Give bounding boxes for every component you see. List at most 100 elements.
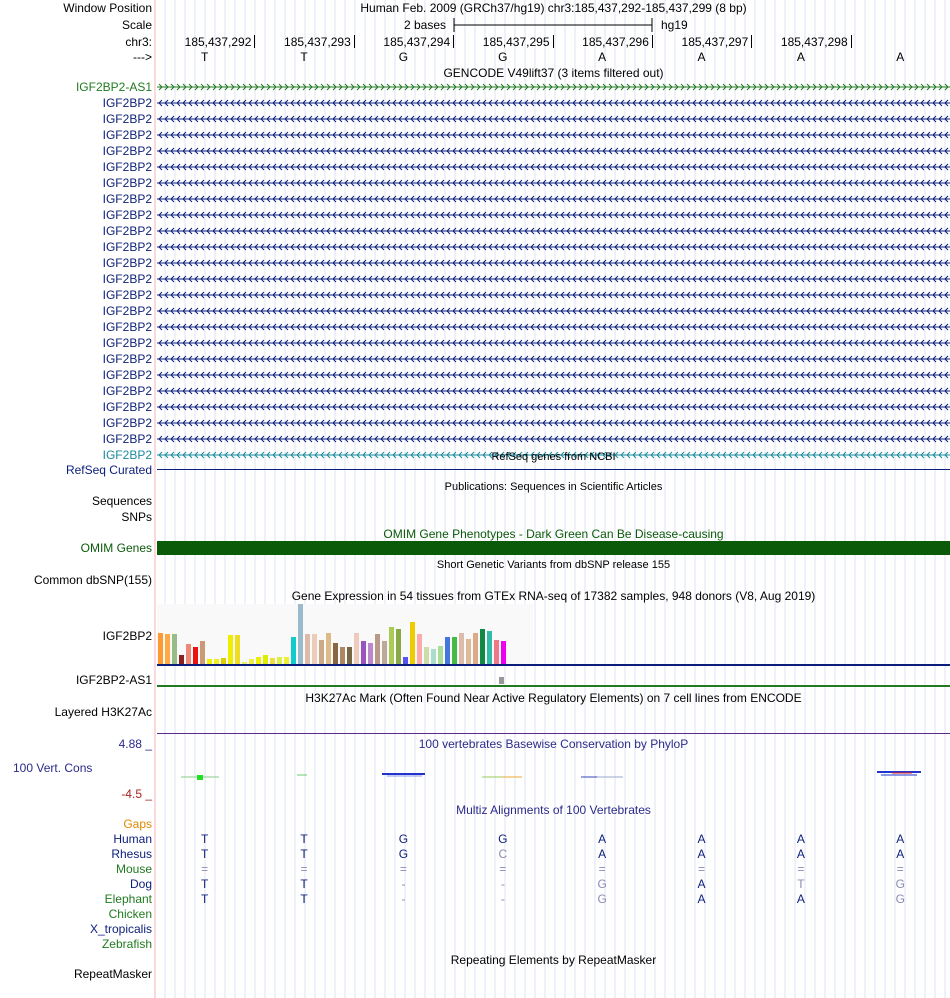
gtex-gene2-line[interactable] [157, 685, 950, 687]
gtex-tissue-bar[interactable] [228, 635, 233, 664]
gencode-transcript-line[interactable] [157, 354, 950, 364]
gencode-gene-label[interactable]: IGF2BP2 [102, 208, 152, 222]
gtex-tissue-bar[interactable] [158, 633, 163, 664]
gencode-gene-label[interactable]: IGF2BP2 [102, 176, 152, 190]
gencode-transcript-line[interactable] [157, 130, 950, 140]
gencode-gene-label[interactable]: IGF2BP2 [102, 224, 152, 238]
publications-label-line2[interactable]: SNPs [121, 510, 152, 524]
omim-label[interactable]: OMIM Genes [80, 541, 152, 555]
gencode-gene-label[interactable]: IGF2BP2 [102, 432, 152, 446]
gencode-gene-label[interactable]: IGF2BP2 [102, 112, 152, 126]
gencode-gene-label[interactable]: IGF2BP2-AS1 [75, 80, 152, 94]
multiz-species-label[interactable]: Chicken [108, 907, 152, 921]
gtex-tissue-bar[interactable] [501, 641, 506, 664]
gtex-tissue-bar[interactable] [270, 658, 275, 664]
gencode-transcript-line[interactable] [157, 274, 950, 284]
gtex-tissue-bar[interactable] [214, 659, 219, 664]
h3k27ac-label[interactable]: Layered H3K27Ac [54, 705, 152, 719]
gtex-tissue-bar[interactable] [403, 657, 408, 664]
gencode-transcript-line[interactable] [157, 322, 950, 332]
gtex-tissue-bar[interactable] [242, 662, 247, 664]
gencode-gene-label[interactable]: IGF2BP2 [102, 192, 152, 206]
gtex-tissue-bar[interactable] [207, 659, 212, 664]
gtex-tissue-bar[interactable] [305, 634, 310, 664]
gencode-gene-label[interactable]: IGF2BP2 [102, 144, 152, 158]
gencode-transcript-line[interactable] [157, 386, 950, 396]
gencode-transcript-line[interactable] [157, 82, 950, 92]
gtex-tissue-bar[interactable] [382, 641, 387, 664]
gencode-transcript-line[interactable] [157, 178, 950, 188]
gencode-gene-label[interactable]: IGF2BP2 [102, 128, 152, 142]
multiz-species-label[interactable]: X_tropicalis [89, 922, 152, 936]
gencode-gene-label[interactable]: IGF2BP2 [102, 240, 152, 254]
gtex-tissue-bar[interactable] [235, 635, 240, 664]
gencode-gene-label[interactable]: IGF2BP2 [102, 400, 152, 414]
gencode-gene-label[interactable]: IGF2BP2 [102, 352, 152, 366]
gencode-transcript-line[interactable] [157, 210, 950, 220]
gtex-tissue-bar[interactable] [277, 657, 282, 664]
dbsnp-label[interactable]: Common dbSNP(155) [33, 573, 152, 587]
refseq-label[interactable]: RefSeq Curated [65, 463, 152, 477]
gtex-tissue-bar[interactable] [179, 655, 184, 664]
gtex-tissue-bar[interactable] [291, 637, 296, 664]
conservation-label[interactable]: 100 Vert. Cons [13, 761, 93, 775]
repeatmasker-label[interactable]: RepeatMasker [73, 967, 152, 981]
multiz-species-label[interactable]: Mouse [115, 862, 152, 876]
gencode-transcript-line[interactable] [157, 162, 950, 172]
gencode-transcript-line[interactable] [157, 306, 950, 316]
gencode-transcript-line[interactable] [157, 402, 950, 412]
gencode-gene-label[interactable]: IGF2BP2 [102, 336, 152, 350]
gtex-tissue-bar[interactable] [424, 647, 429, 664]
gtex-gene2-label[interactable]: IGF2BP2-AS1 [75, 673, 152, 687]
gtex-bar-chart[interactable] [157, 604, 533, 665]
gtex-tissue-bar[interactable] [256, 657, 261, 664]
gencode-transcript-line[interactable] [157, 258, 950, 268]
gtex-tissue-bar[interactable] [172, 634, 177, 664]
gencode-gene-label[interactable]: IGF2BP2 [102, 96, 152, 110]
gencode-transcript-line[interactable] [157, 290, 950, 300]
gtex-tissue-bar[interactable] [396, 629, 401, 664]
multiz-species-label[interactable]: Dog [129, 877, 152, 891]
gtex-tissue-bar[interactable] [466, 639, 471, 664]
gtex-gene1-label[interactable]: IGF2BP2 [102, 629, 152, 643]
gtex-tissue-bar[interactable] [438, 646, 443, 664]
gtex-tissue-bar[interactable] [347, 647, 352, 664]
gencode-gene-label[interactable]: IGF2BP2 [102, 288, 152, 302]
gencode-gene-label[interactable]: IGF2BP2 [102, 272, 152, 286]
gtex-tissue-bar[interactable] [186, 644, 191, 664]
gencode-transcript-line[interactable] [157, 194, 950, 204]
gtex-tissue-bar[interactable] [431, 649, 436, 664]
gencode-transcript-line[interactable] [157, 450, 950, 460]
gencode-gene-label[interactable]: IGF2BP2 [102, 416, 152, 430]
gtex-tissue-bar[interactable] [459, 633, 464, 664]
omim-feature-bar[interactable] [157, 541, 950, 555]
gencode-transcript-line[interactable] [157, 242, 950, 252]
multiz-species-label[interactable]: Zebrafish [101, 937, 152, 951]
gtex-tissue-bar[interactable] [361, 641, 366, 664]
gencode-gene-label[interactable]: IGF2BP2 [102, 448, 152, 462]
gencode-transcript-line[interactable] [157, 370, 950, 380]
gtex-tissue-bar[interactable] [473, 633, 478, 664]
gencode-gene-label[interactable]: IGF2BP2 [102, 256, 152, 270]
gtex-tissue-bar[interactable] [340, 647, 345, 664]
multiz-species-label[interactable]: Rhesus [111, 847, 152, 861]
conservation-peak[interactable] [197, 775, 203, 780]
gencode-gene-label[interactable]: IGF2BP2 [102, 320, 152, 334]
gtex-tissue-bar[interactable] [452, 637, 457, 664]
gtex-tissue-bar[interactable] [249, 659, 254, 664]
gtex-tissue-bar[interactable] [165, 634, 170, 664]
gencode-gene-label[interactable]: IGF2BP2 [102, 160, 152, 174]
multiz-gaps-label[interactable]: Gaps [123, 817, 152, 831]
gtex-tissue-bar[interactable] [368, 643, 373, 664]
h3k27ac-line[interactable] [157, 733, 950, 734]
gencode-transcript-line[interactable] [157, 114, 950, 124]
gtex-gene2-bar[interactable] [499, 677, 504, 684]
gtex-tissue-bar[interactable] [284, 657, 289, 664]
publications-label-line1[interactable]: Sequences [91, 494, 152, 508]
gencode-gene-label[interactable]: IGF2BP2 [102, 304, 152, 318]
gencode-transcript-line[interactable] [157, 434, 950, 444]
gtex-tissue-bar[interactable] [193, 647, 198, 664]
gencode-transcript-line[interactable] [157, 98, 950, 108]
gtex-tissue-bar[interactable] [494, 640, 499, 664]
gtex-tissue-bar[interactable] [375, 634, 380, 664]
